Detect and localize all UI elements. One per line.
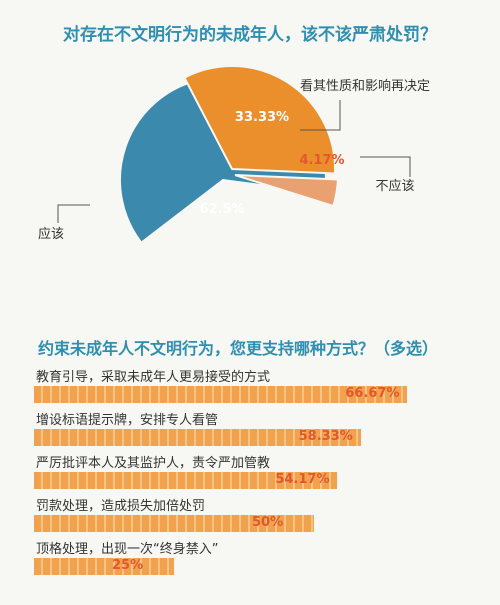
bar-category-label: 增设标语提示牌，安排专人看管 <box>36 413 219 428</box>
bar-row: 严厉批评本人及其监护人，责令严加管教 54.17% <box>34 452 474 495</box>
bar-chart-title: 约束未成年人不文明行为，您更支持哪种方式？（多选） <box>38 339 439 358</box>
slice-value-label: 4.17% <box>299 153 344 168</box>
slice-category-label: 看其性质和影响再决定 <box>300 78 430 94</box>
bar-category-label: 严厉批评本人及其监护人，责令严加管教 <box>36 456 271 471</box>
bar-row: 顶格处理，出现一次“终身禁入” 25% <box>34 538 474 581</box>
bar-category-label: 罚款处理，造成损失加倍处罚 <box>36 499 206 514</box>
bar <box>34 558 174 575</box>
bar-value-label: 54.17% <box>275 472 330 487</box>
bar-row: 教育引导，采取未成年人更易接受的方式 66.67% <box>34 366 474 409</box>
slice-category-label: 不应该 <box>375 178 414 194</box>
bar-value-label: 25% <box>112 558 144 573</box>
bar <box>34 472 338 489</box>
leader-line <box>57 204 90 223</box>
bar-row: 罚款处理，造成损失加倍处罚 50% <box>34 495 474 538</box>
bar <box>34 429 361 446</box>
slice-category-label: 应该 <box>38 226 64 242</box>
leader-line <box>360 156 411 177</box>
slice-buyinggai <box>234 174 339 208</box>
leader-line <box>300 100 341 131</box>
pie-chart: 62.5% 应该 33.33% 看其性质和影响再决定 4.17% 不应该 <box>38 65 430 245</box>
bar <box>34 386 408 403</box>
bar-category-label: 教育引导，采取未成年人更易接受的方式 <box>36 370 271 385</box>
bar-row: 增设标语提示牌，安排专人看管 58.33% <box>34 409 474 452</box>
bar-value-label: 50% <box>252 515 284 530</box>
bar-value-label: 66.67% <box>345 386 400 401</box>
pie-chart-title: 对存在不文明行为的未成年人，该不该严肃处罚？ <box>63 25 437 45</box>
bar-value-label: 58.33% <box>298 429 353 444</box>
slice-value-label: 33.33% <box>235 110 289 125</box>
bar-category-label: 顶格处理，出现一次“终身禁入” <box>36 542 219 557</box>
slice-value-label: 62.5% <box>199 202 244 217</box>
slice-kanqi <box>183 65 336 175</box>
bar <box>34 515 314 532</box>
bar-chart: 教育引导，采取未成年人更易接受的方式 66.67% 增设标语提示牌，安排专人看管 58… <box>34 366 474 581</box>
